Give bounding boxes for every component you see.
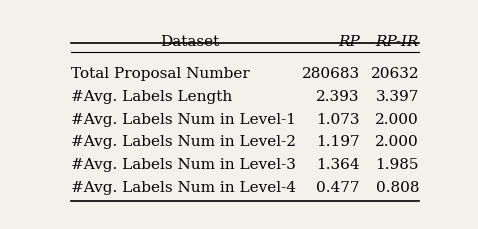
Text: RP: RP — [338, 35, 360, 49]
Text: #Avg. Labels Num in Level-1: #Avg. Labels Num in Level-1 — [71, 112, 296, 126]
Text: 1.073: 1.073 — [316, 112, 360, 126]
Text: 0.808: 0.808 — [376, 180, 419, 194]
Text: 280683: 280683 — [302, 67, 360, 81]
Text: 0.477: 0.477 — [316, 180, 360, 194]
Text: RP-IR: RP-IR — [376, 35, 419, 49]
Text: 2.000: 2.000 — [375, 135, 419, 149]
Text: 2.000: 2.000 — [375, 112, 419, 126]
Text: Total Proposal Number: Total Proposal Number — [71, 67, 250, 81]
Text: #Avg. Labels Num in Level-2: #Avg. Labels Num in Level-2 — [71, 135, 296, 149]
Text: #Avg. Labels Length: #Avg. Labels Length — [71, 90, 232, 104]
Text: #Avg. Labels Num in Level-4: #Avg. Labels Num in Level-4 — [71, 180, 296, 194]
Text: 1.985: 1.985 — [376, 157, 419, 171]
Text: 20632: 20632 — [370, 67, 419, 81]
Text: 3.397: 3.397 — [376, 90, 419, 104]
Text: 1.364: 1.364 — [316, 157, 360, 171]
Text: 1.197: 1.197 — [316, 135, 360, 149]
Text: #Avg. Labels Num in Level-3: #Avg. Labels Num in Level-3 — [71, 157, 296, 171]
Text: 2.393: 2.393 — [316, 90, 360, 104]
Text: Dataset: Dataset — [160, 35, 219, 49]
